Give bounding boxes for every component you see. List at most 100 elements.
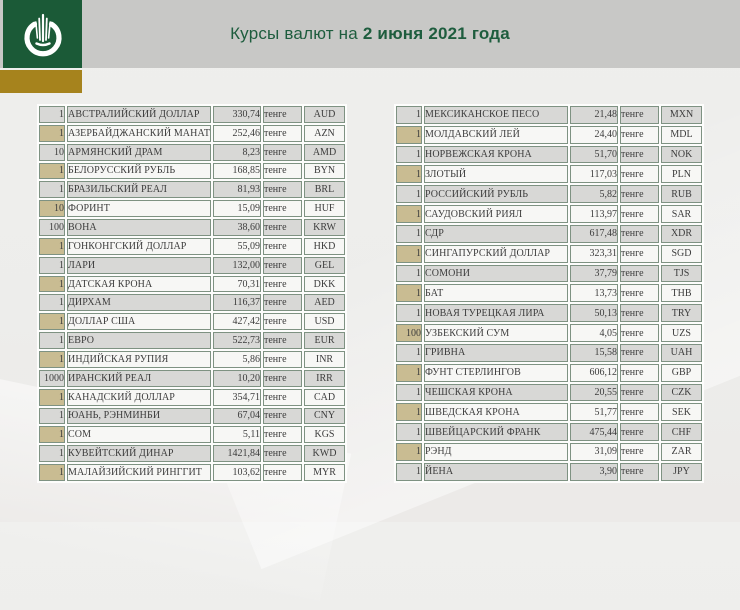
rate-value-cell: 113,97 [570,205,618,223]
unit-cell: тенге [263,181,302,199]
rates-table-left: 1 АВСТРАЛИЙСКИЙ ДОЛЛАР 330,74 тенге AUD 1 АЗЕР… [37,104,347,483]
currency-name-cell: ДИРХАМ [67,294,211,312]
unit-cell: тенге [263,237,302,255]
rate-value-cell: 427,42 [213,313,261,331]
currency-code-cell: AMD [304,143,345,161]
unit-cell: тенге [263,294,302,312]
currency-name-cell: АЗЕРБАЙДЖАНСКИЙ МАНАТ [67,124,211,142]
currency-code-cell: TJS [661,264,702,283]
rate-value-cell: 252,46 [213,124,261,142]
currency-name-cell: ШВЕЙЦАРСКИЙ ФРАНК [424,423,568,442]
table-row: 1 ДОЛЛАР США 427,42 тенге USD [39,313,345,331]
unit-cell: тенге [263,332,302,349]
rate-value-cell: 323,31 [570,244,618,263]
currency-code-cell: UZS [661,324,702,342]
quantity-cell: 1 [396,284,422,303]
rate-value-cell: 168,85 [213,162,261,180]
unit-cell: тенге [620,304,659,323]
unit-cell: тенге [620,443,659,461]
currency-name-cell: СДР [424,224,568,243]
unit-cell: тенге [263,219,302,236]
table-row: 1 БРАЗИЛЬСКИЙ РЕАЛ 81,93 тенге BRL [39,181,345,199]
currency-name-cell: УЗБЕКСКИЙ СУМ [424,324,568,342]
currency-code-cell: INR [304,350,345,368]
unit-cell: тенге [620,205,659,223]
table-row: 1 РЭНД 31,09 тенге ZAR [396,443,702,461]
rates-table-left-body: 1 АВСТРАЛИЙСКИЙ ДОЛЛАР 330,74 тенге AUD 1 АЗЕР… [39,106,345,481]
currency-code-cell: KWD [304,445,345,463]
rate-value-cell: 5,82 [570,185,618,204]
table-row: 1 ГРИВНА 15,58 тенге UAH [396,343,702,362]
unit-cell: тенге [620,145,659,164]
currency-code-cell: XDR [661,224,702,243]
quantity-cell: 1 [39,256,65,274]
currency-code-cell: IRR [304,369,345,387]
header-bar: Курсы валют на 2 июня 2021 года [0,0,740,68]
rate-value-cell: 50,13 [570,304,618,323]
rate-value-cell: 4,05 [570,324,618,342]
bank-emblem-icon [24,13,62,57]
currency-name-cell: АРМЯНСКИЙ ДРАМ [67,143,211,161]
quantity-cell: 1 [39,237,65,255]
quantity-cell: 1 [396,145,422,164]
unit-cell: тенге [263,200,302,218]
unit-cell: тенге [620,125,659,144]
quantity-cell: 1 [396,125,422,144]
table-row: 1 КАНАДСКИЙ ДОЛЛАР 354,71 тенге CAD [39,388,345,406]
currency-name-cell: ДАТСКАЯ КРОНА [67,275,211,293]
table-row: 1 ДАТСКАЯ КРОНА 70,31 тенге DKK [39,275,345,293]
currency-name-cell: ВОНА [67,219,211,236]
currency-name-cell: РЭНД [424,443,568,461]
rate-value-cell: 20,55 [570,383,618,402]
unit-cell: тенге [620,343,659,362]
quantity-cell: 1 [39,294,65,312]
table-row: 1 МЕКСИКАНСКОЕ ПЕСО 21,48 тенге MXN [396,106,702,124]
currency-name-cell: ЧЕШСКАЯ КРОНА [424,383,568,402]
page-title: Курсы валют на 2 июня 2021 года [230,24,510,44]
currency-name-cell: БАТ [424,284,568,303]
unit-cell: тенге [620,403,659,422]
currency-code-cell: MXN [661,106,702,124]
unit-cell: тенге [263,256,302,274]
currency-code-cell: CAD [304,388,345,406]
currency-code-cell: AED [304,294,345,312]
currency-code-cell: AZN [304,124,345,142]
currency-name-cell: ИРАНСКИЙ РЕАЛ [67,369,211,387]
currency-name-cell: СОМОНИ [424,264,568,283]
table-row: 1 ФУНТ СТЕРЛИНГОВ 606,12 тенге GBP [396,363,702,382]
table-row: 100 ВОНА 38,60 тенге KRW [39,219,345,236]
rate-value-cell: 354,71 [213,388,261,406]
quantity-cell: 1 [39,106,65,123]
table-row: 10 ФОРИНТ 15,09 тенге HUF [39,200,345,218]
rate-value-cell: 5,11 [213,426,261,444]
rate-value-cell: 5,86 [213,350,261,368]
rate-value-cell: 606,12 [570,363,618,382]
quantity-cell: 1 [39,407,65,425]
rate-value-cell: 37,79 [570,264,618,283]
quantity-cell: 1 [39,426,65,444]
currency-code-cell: BYN [304,162,345,180]
currency-name-cell: ФУНТ СТЕРЛИНГОВ [424,363,568,382]
quantity-cell: 1 [396,383,422,402]
currency-code-cell: DKK [304,275,345,293]
currency-code-cell: HUF [304,200,345,218]
unit-cell: тенге [620,165,659,184]
quantity-cell: 10 [39,200,65,218]
currency-code-cell: NOK [661,145,702,164]
quantity-cell: 1 [396,244,422,263]
quantity-cell: 1 [39,181,65,199]
unit-cell: тенге [263,407,302,425]
currency-code-cell: SGD [661,244,702,263]
currency-code-cell: JPY [661,462,702,481]
currency-code-cell: CHF [661,423,702,442]
table-row: 1 ЛАРИ 132,00 тенге GEL [39,256,345,274]
table-row: 1 ЙЕНА 3,90 тенге JPY [396,462,702,481]
currency-code-cell: SEK [661,403,702,422]
bank-logo [3,0,82,68]
quantity-cell: 1 [396,423,422,442]
rate-value-cell: 21,48 [570,106,618,124]
currency-name-cell: ЕВРО [67,332,211,349]
currency-name-cell: ГОНКОНГСКИЙ ДОЛЛАР [67,237,211,255]
currency-name-cell: АВСТРАЛИЙСКИЙ ДОЛЛАР [67,106,211,123]
currency-name-cell: СОМ [67,426,211,444]
